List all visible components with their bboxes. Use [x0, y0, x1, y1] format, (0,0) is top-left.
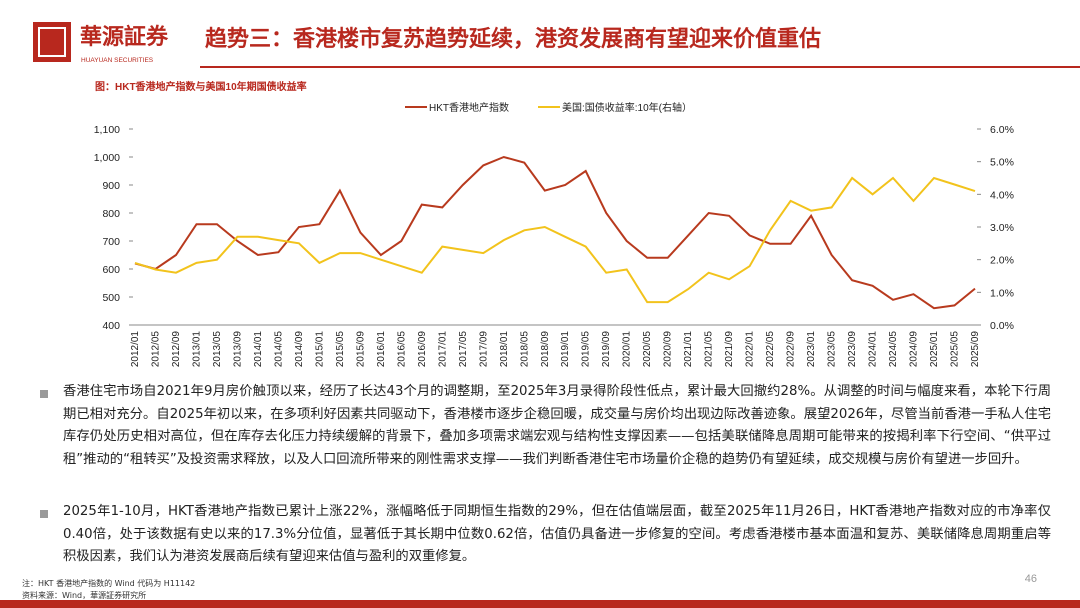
bullet-text: 香港住宅市场自2021年9月房价触顶以来，经历了长达43个月的调整期，至2025…: [63, 384, 1051, 467]
x-tick-label: 2025/05: [950, 331, 961, 368]
y2-tick-label: 4.0%: [990, 189, 1014, 201]
y-tick-label: 600: [102, 264, 120, 276]
y2-tick-label: 0.0%: [990, 320, 1014, 332]
bullet-text: 2025年1-10月，HKT香港地产指数已累计上涨22%，涨幅略低于同期恒生指数…: [63, 504, 1051, 564]
x-tick-label: 2025/09: [970, 331, 981, 368]
bullet-marker: [40, 510, 48, 518]
y2-tick-label: 5.0%: [990, 157, 1014, 169]
x-tick-label: 2018/01: [499, 331, 510, 368]
x-tick-label: 2023/09: [847, 331, 858, 368]
page-number: 46: [1025, 573, 1037, 585]
y2-tick-label: 1.0%: [990, 287, 1014, 299]
logo-sub: HUAYUAN SECURITIES: [81, 57, 154, 64]
x-tick-label: 2018/05: [519, 331, 530, 368]
x-tick-label: 2014/05: [273, 331, 284, 368]
logo-icon-inner: [38, 27, 66, 57]
y-tick-label: 700: [102, 236, 120, 248]
y-tick-label: 800: [102, 208, 120, 220]
x-tick-label: 2022/05: [765, 331, 776, 368]
x-tick-label: 2018/09: [540, 331, 551, 368]
y2-tick-label: 6.0%: [990, 124, 1014, 136]
x-tick-label: 2023/01: [806, 331, 817, 368]
x-tick-label: 2021/09: [724, 331, 735, 368]
y2-tick-label: 3.0%: [990, 222, 1014, 234]
x-tick-label: 2014/09: [294, 331, 305, 368]
x-tick-label: 2014/01: [253, 331, 264, 368]
legend-label: 美国:国债收益率:10年(右轴）: [562, 101, 692, 114]
legend-label: HKT香港地产指数: [429, 101, 509, 114]
x-tick-label: 2024/05: [888, 331, 899, 368]
x-tick-label: 2020/09: [663, 331, 674, 368]
x-tick-label: 2012/01: [130, 331, 141, 368]
x-tick-label: 2024/01: [868, 331, 879, 368]
x-tick-label: 2012/05: [150, 331, 161, 368]
x-tick-label: 2017/05: [458, 331, 469, 368]
x-tick-label: 2017/09: [478, 331, 489, 368]
x-tick-label: 2019/01: [560, 331, 571, 368]
x-tick-label: 2025/01: [929, 331, 940, 368]
x-tick-label: 2013/09: [232, 331, 243, 368]
x-tick-label: 2022/09: [786, 331, 797, 368]
x-tick-label: 2013/01: [191, 331, 202, 368]
x-tick-label: 2022/01: [745, 331, 756, 368]
x-tick-label: 2024/09: [909, 331, 920, 368]
slide-title: 趋势三：香港楼市复苏趋势延续，港资发展商有望迎来价值重估: [205, 26, 821, 51]
x-tick-label: 2023/05: [827, 331, 838, 368]
figure-caption: 图：HKT香港地产指数与美国10年期国债收益率: [95, 80, 307, 93]
y2-tick-label: 2.0%: [990, 255, 1014, 267]
x-tick-label: 2015/05: [335, 331, 346, 368]
bullet-marker: [40, 390, 48, 398]
x-tick-label: 2021/05: [704, 331, 715, 368]
data-line: [134, 176, 976, 304]
x-tick-label: 2016/01: [376, 331, 387, 368]
x-tick-label: 2013/05: [212, 331, 223, 368]
footer-bar: [0, 600, 1080, 608]
data-line: [134, 155, 976, 310]
x-tick-label: 2016/05: [396, 331, 407, 368]
y-tick-label: 1,100: [94, 124, 120, 136]
logo-name: 華源証券: [80, 24, 169, 49]
y-tick-label: 1,000: [94, 152, 120, 164]
x-tick-label: 2015/09: [355, 331, 366, 368]
footnote: 注：HKT 香港地产指数的 Wind 代码为 H11142: [22, 579, 196, 588]
x-tick-label: 2020/05: [642, 331, 653, 368]
source-note: 资料来源：Wind，華源証券研究所: [22, 591, 147, 600]
y-tick-label: 500: [102, 292, 120, 304]
x-tick-label: 2019/09: [601, 331, 612, 368]
x-tick-label: 2021/01: [683, 331, 694, 368]
x-tick-label: 2015/01: [314, 331, 325, 368]
x-tick-label: 2020/01: [622, 331, 633, 368]
y-tick-label: 900: [102, 180, 120, 192]
x-tick-label: 2012/09: [171, 331, 182, 368]
x-tick-label: 2019/05: [581, 331, 592, 368]
y-tick-label: 400: [102, 320, 120, 332]
x-tick-label: 2016/09: [417, 331, 428, 368]
x-tick-label: 2017/01: [437, 331, 448, 368]
